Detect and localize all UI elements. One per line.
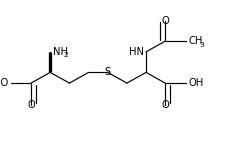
Text: 2: 2 (63, 52, 68, 58)
Text: O: O (27, 100, 35, 110)
Text: HN: HN (128, 47, 143, 57)
Text: CH: CH (188, 36, 202, 46)
Text: HO: HO (0, 78, 9, 88)
Text: OH: OH (188, 78, 203, 88)
Text: NH: NH (53, 47, 68, 57)
Text: 3: 3 (198, 42, 203, 48)
Text: S: S (104, 67, 110, 77)
Text: O: O (161, 100, 168, 110)
Text: O: O (161, 16, 168, 26)
